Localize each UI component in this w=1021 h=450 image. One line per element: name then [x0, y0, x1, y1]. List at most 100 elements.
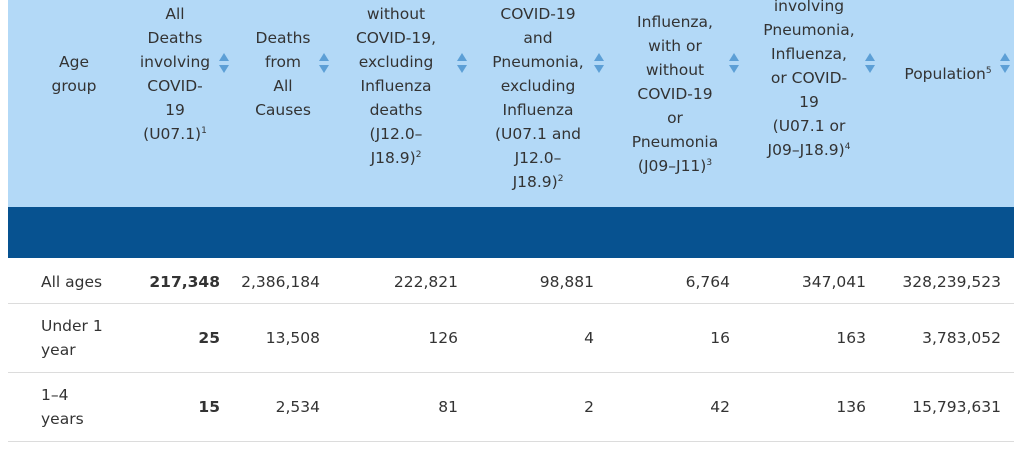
sort-arrows-icon[interactable] — [457, 53, 467, 73]
header-text-line: (J12.0– — [369, 125, 423, 143]
header-band — [8, 207, 1014, 258]
pic-cell: 136 — [836, 398, 866, 416]
sort-down-icon[interactable] — [594, 65, 604, 73]
header-text-line: Population — [904, 65, 986, 83]
header-text-line: or — [667, 109, 683, 127]
header-text-line: COVID-19 — [500, 5, 576, 23]
sort-arrows-icon[interactable] — [594, 53, 604, 73]
header-text-line: without — [366, 5, 426, 23]
age-group-line: Under 1 — [41, 317, 103, 335]
header-text-line: Influenza, — [771, 45, 847, 63]
covid-cell: 217,348 — [149, 273, 220, 291]
table-row: Under 1 year 25 13,508 126 4 16 163 3,783,052 — [8, 304, 1014, 373]
sort-arrows-icon[interactable] — [219, 53, 229, 73]
sort-up-icon[interactable] — [319, 53, 329, 61]
header-text-last-line: J18.9)2 — [513, 170, 564, 194]
sort-up-icon[interactable] — [729, 53, 739, 61]
population-cell: 15,793,631 — [912, 398, 1001, 416]
header-text-line: Pneumonia — [631, 133, 719, 151]
all-causes-cell: 2,534 — [275, 398, 320, 416]
sort-arrows-icon[interactable] — [1000, 53, 1010, 73]
header-text-line: Pneumonia, — [763, 21, 855, 39]
header-text-line: involving — [139, 53, 211, 71]
header-text-line: 19 — [799, 93, 819, 111]
header-text-line: deaths — [369, 101, 423, 119]
covid-pneumonia-cell: 4 — [584, 329, 594, 347]
footnote-marker: 5 — [985, 65, 992, 76]
header-text-line: J09–J18.9) — [767, 141, 845, 159]
header-text-last-line: J09–J18.9)4 — [768, 138, 851, 162]
header-all-causes[interactable]: Deaths from All Causes — [245, 26, 321, 122]
sort-down-icon[interactable] — [1000, 65, 1010, 73]
influenza-cell: 42 — [710, 398, 730, 416]
header-text-line: Influenza, — [637, 13, 713, 31]
all-causes-cell: 13,508 — [265, 329, 320, 347]
header-text-line: and — [523, 29, 553, 47]
header-text-line: Influenza — [360, 77, 432, 95]
sort-up-icon[interactable] — [1000, 53, 1010, 61]
header-influenza[interactable]: Influenza, with or without COVID-19 or Pneumo… — [619, 10, 731, 178]
header-text-line: (U07.1 and — [495, 125, 581, 143]
population-cell: 328,239,523 — [902, 273, 1001, 291]
footnote-marker: 2 — [557, 173, 564, 184]
covid-cell: 15 — [198, 398, 220, 416]
covid-pneumonia-cell: 2 — [584, 398, 594, 416]
sort-arrows-icon[interactable] — [319, 53, 329, 73]
mortality-table: Age group All Deaths involving COVID- 19 (U07.1… — [8, 0, 1014, 450]
header-age: Age group — [24, 50, 124, 98]
footnote-marker: 4 — [844, 141, 851, 152]
header-text-line: All — [165, 5, 185, 23]
footnote-marker: 2 — [415, 149, 422, 160]
sort-up-icon[interactable] — [594, 53, 604, 61]
header-text-line: excluding — [500, 77, 576, 95]
header-text-line: (U07.1) — [143, 125, 202, 143]
header-text-line: COVID-19 — [637, 85, 713, 103]
table-header: Age group All Deaths involving COVID- 19 (U07.1… — [8, 0, 1014, 207]
table-row: All ages 217,348 2,386,184 222,821 98,881 6,7… — [8, 258, 1014, 304]
header-covid-pneumonia[interactable]: COVID-19 and Pneumonia, excluding Influenza (… — [481, 2, 595, 194]
header-text-line: involving — [773, 0, 845, 15]
influenza-cell: 6,764 — [685, 273, 730, 291]
header-text-line: group — [51, 77, 97, 95]
header-text-line: from — [264, 53, 302, 71]
header-text-line: COVID-19, — [355, 29, 437, 47]
influenza-cell: 16 — [710, 329, 730, 347]
header-text-line: 19 — [165, 101, 185, 119]
sort-down-icon[interactable] — [729, 65, 739, 73]
sort-arrows-icon[interactable] — [729, 53, 739, 73]
header-text-line: with or — [648, 37, 702, 55]
sort-up-icon[interactable] — [865, 53, 875, 61]
header-text-line: excluding — [358, 53, 434, 71]
pic-cell: 347,041 — [801, 273, 866, 291]
pneumonia-cell: 126 — [428, 329, 458, 347]
all-causes-cell: 2,386,184 — [241, 273, 320, 291]
header-pneumonia[interactable]: with orwithoutCOVID-19,excludingInfluenz… — [343, 0, 449, 170]
header-population[interactable]: Population5 — [890, 62, 1007, 86]
header-text-line: (U07.1 or — [772, 117, 846, 135]
header-text-last-line: (J09–J11)3 — [638, 154, 712, 178]
header-text-line: Age — [59, 53, 89, 71]
sort-down-icon[interactable] — [319, 65, 329, 73]
header-text-line: or COVID- — [770, 69, 848, 87]
header-text-line: Causes — [255, 101, 311, 119]
sort-up-icon[interactable] — [219, 53, 229, 61]
age-group-line: 1–4 — [41, 386, 69, 404]
sort-down-icon[interactable] — [457, 65, 467, 73]
header-text-line: J18.9) — [512, 173, 558, 191]
sort-down-icon[interactable] — [219, 65, 229, 73]
pic-cell: 163 — [836, 329, 866, 347]
footnote-marker: 3 — [706, 157, 713, 168]
age-group-line: year — [41, 341, 76, 359]
header-text-line: (J09–J11) — [637, 157, 707, 175]
population-cell: 3,783,052 — [922, 329, 1001, 347]
header-covid[interactable]: All Deaths involving COVID- 19 (U07.1)1 — [139, 2, 211, 146]
header-text-line: COVID- — [147, 77, 203, 95]
age-group-line: All ages — [41, 273, 103, 291]
sort-arrows-icon[interactable] — [865, 53, 875, 73]
sort-up-icon[interactable] — [457, 53, 467, 61]
age-group-cell: 1–4 years — [41, 383, 84, 431]
sort-down-icon[interactable] — [865, 65, 875, 73]
header-pic[interactable]: involving Pneumonia, Influenza, or COVID- 19… — [754, 0, 865, 162]
header-text-last-line: Population5 — [904, 62, 991, 86]
pneumonia-cell: 222,821 — [393, 273, 458, 291]
